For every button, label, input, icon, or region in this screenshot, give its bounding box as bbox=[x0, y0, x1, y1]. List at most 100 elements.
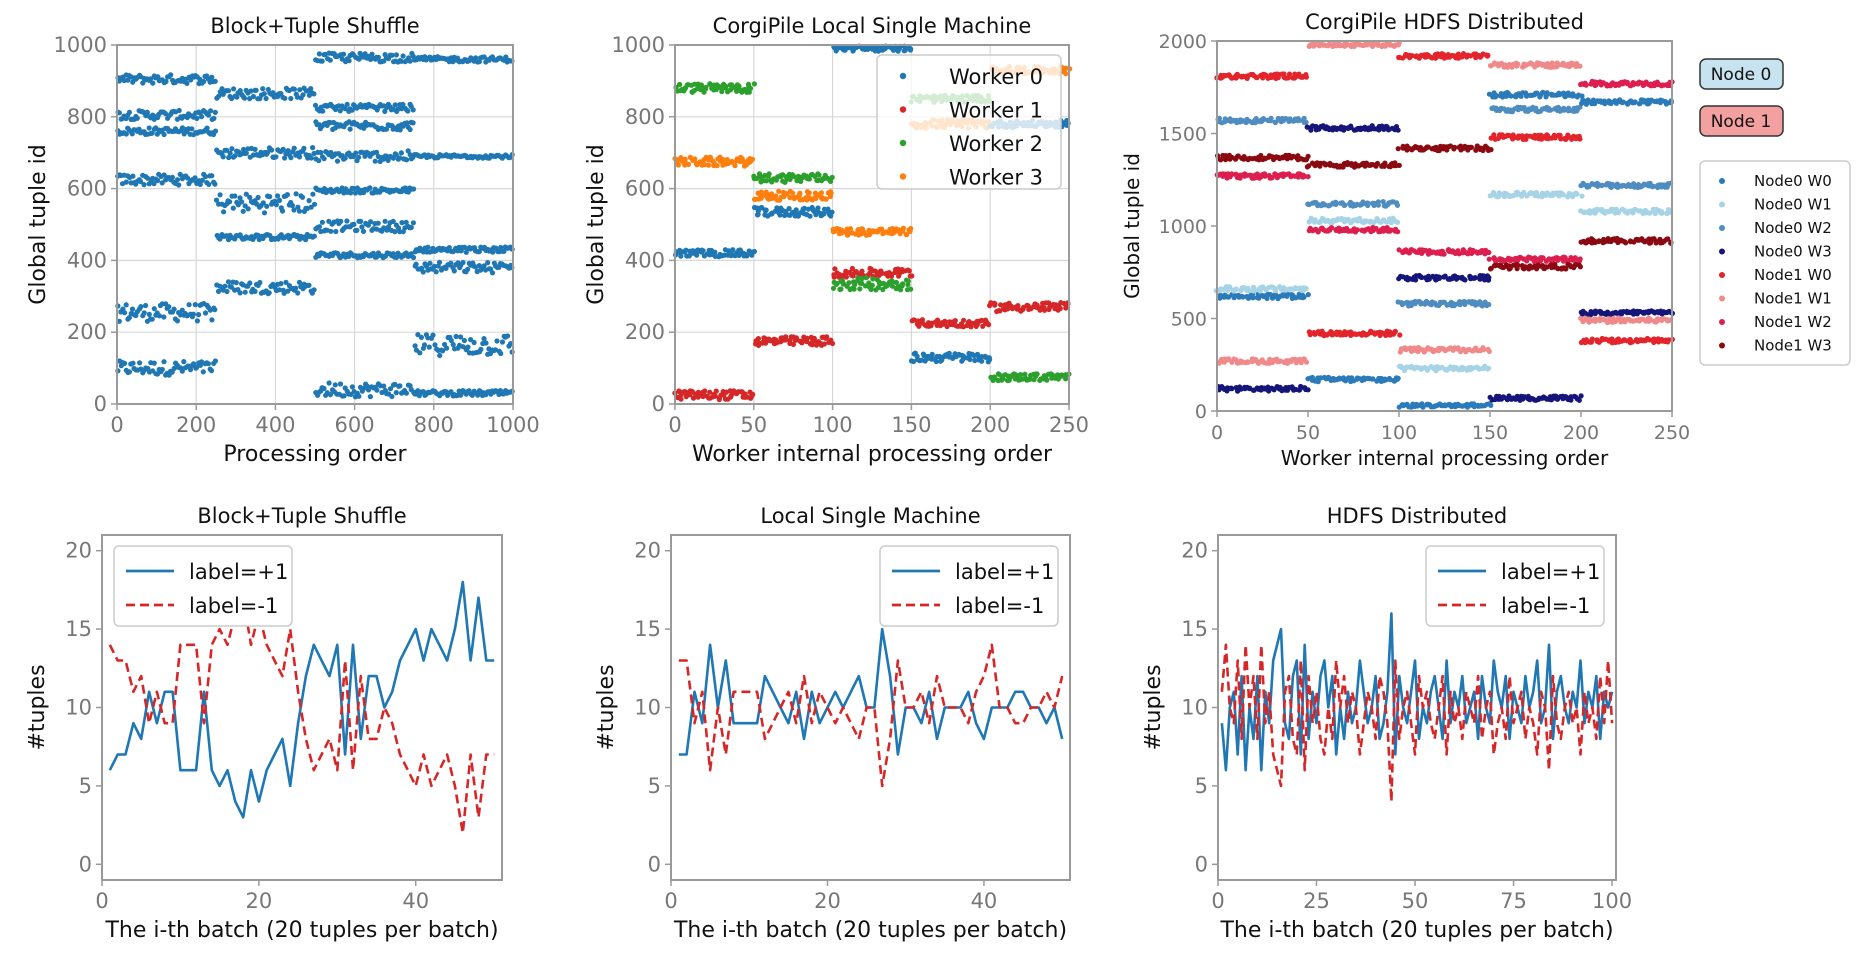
data-point bbox=[702, 162, 708, 168]
data-point bbox=[310, 145, 316, 151]
data-point bbox=[350, 185, 357, 192]
data-point bbox=[311, 287, 317, 293]
data-point bbox=[458, 334, 464, 340]
data-point bbox=[726, 248, 732, 254]
data-point bbox=[829, 209, 835, 215]
y-tick-label: 1000 bbox=[612, 33, 665, 57]
data-point bbox=[754, 175, 760, 181]
data-point bbox=[737, 247, 743, 253]
data-point bbox=[205, 361, 211, 367]
data-point bbox=[1452, 144, 1458, 150]
data-point bbox=[126, 369, 132, 375]
data-point bbox=[367, 185, 373, 191]
data-point bbox=[1305, 292, 1311, 298]
data-point bbox=[732, 163, 738, 169]
data-point bbox=[389, 393, 395, 400]
data-point bbox=[436, 259, 443, 265]
data-point bbox=[393, 52, 399, 58]
data-point bbox=[812, 337, 818, 344]
data-point bbox=[296, 154, 303, 160]
data-point bbox=[192, 175, 198, 181]
data-point bbox=[827, 193, 834, 200]
data-point bbox=[830, 285, 837, 291]
data-point bbox=[168, 72, 174, 78]
data-point bbox=[1063, 376, 1069, 382]
data-point bbox=[501, 248, 507, 254]
data-point bbox=[1508, 258, 1514, 264]
data-point bbox=[269, 147, 275, 153]
data-point bbox=[818, 190, 825, 196]
x-axis-label: Processing order bbox=[223, 442, 407, 467]
data-point bbox=[727, 87, 734, 93]
data-point bbox=[206, 181, 212, 187]
data-point bbox=[460, 259, 466, 266]
data-point bbox=[282, 155, 288, 161]
data-point bbox=[1392, 328, 1398, 334]
data-point bbox=[232, 193, 238, 199]
data-point bbox=[122, 310, 128, 316]
data-point bbox=[801, 205, 808, 211]
data-point bbox=[143, 302, 149, 309]
data-point bbox=[851, 286, 857, 292]
data-point bbox=[843, 274, 850, 280]
data-point bbox=[1229, 386, 1235, 392]
data-point bbox=[311, 233, 317, 239]
data-point bbox=[833, 281, 840, 287]
data-point bbox=[176, 182, 182, 188]
data-point bbox=[763, 178, 770, 184]
data-point bbox=[869, 282, 875, 288]
data-point bbox=[713, 388, 719, 394]
data-point bbox=[1041, 307, 1048, 313]
data-point bbox=[266, 290, 272, 296]
data-point bbox=[677, 82, 683, 88]
x-axis-label: Worker internal processing order bbox=[692, 442, 1053, 467]
data-point bbox=[451, 268, 457, 274]
data-point bbox=[316, 51, 322, 57]
y-tick-label: 0 bbox=[652, 392, 665, 416]
data-point bbox=[1577, 256, 1583, 262]
data-point bbox=[723, 85, 729, 91]
y-tick-label: 400 bbox=[625, 248, 665, 272]
data-point bbox=[397, 155, 403, 161]
data-point bbox=[1395, 375, 1401, 381]
data-point bbox=[260, 200, 266, 206]
data-point bbox=[458, 392, 464, 398]
data-point bbox=[122, 360, 128, 366]
data-point bbox=[362, 153, 368, 159]
data-point bbox=[1486, 249, 1492, 256]
data-point bbox=[209, 173, 215, 179]
data-point bbox=[420, 269, 426, 275]
data-point bbox=[151, 306, 157, 312]
data-point bbox=[1057, 305, 1063, 312]
data-point bbox=[996, 308, 1002, 314]
data-point bbox=[123, 179, 129, 185]
data-point bbox=[354, 227, 360, 233]
data-point bbox=[184, 80, 190, 86]
data-point bbox=[116, 110, 122, 116]
data-point bbox=[1413, 277, 1419, 283]
data-point bbox=[503, 54, 509, 60]
data-point bbox=[123, 302, 129, 308]
data-point bbox=[337, 381, 344, 387]
data-point bbox=[1305, 387, 1311, 393]
data-point bbox=[1576, 133, 1582, 139]
data-point bbox=[338, 218, 344, 224]
data-point bbox=[398, 150, 404, 156]
data-point bbox=[349, 384, 355, 390]
data-point bbox=[295, 290, 301, 296]
data-point bbox=[728, 253, 734, 259]
data-point bbox=[212, 358, 218, 364]
data-point bbox=[352, 190, 359, 196]
data-point bbox=[125, 77, 131, 83]
data-point bbox=[174, 318, 180, 324]
data-point bbox=[868, 286, 874, 292]
data-point bbox=[763, 207, 769, 213]
data-point bbox=[852, 282, 858, 288]
data-point bbox=[460, 344, 466, 350]
data-point bbox=[427, 260, 433, 266]
data-point bbox=[426, 344, 432, 350]
data-point bbox=[412, 343, 418, 349]
data-point bbox=[1578, 393, 1584, 399]
data-point bbox=[410, 220, 416, 226]
data-point bbox=[161, 359, 167, 365]
